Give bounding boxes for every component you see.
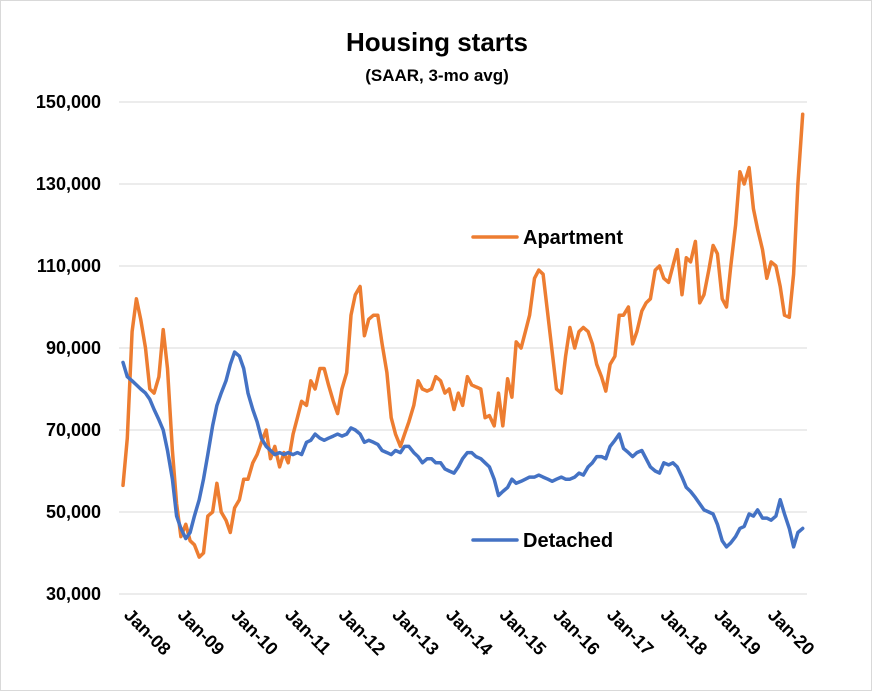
y-tick-label: 90,000 [46, 338, 101, 358]
legend: Apartment Detached [471, 227, 623, 552]
x-tick-label: Jan-14 [442, 605, 496, 659]
legend-label-detached: Detached [523, 530, 613, 552]
y-tick-label: 30,000 [46, 584, 101, 604]
x-tick-label: Jan-19 [710, 605, 764, 659]
x-tick-label: Jan-09 [174, 605, 228, 659]
series-lines [121, 112, 805, 559]
x-tick-label: Jan-16 [549, 605, 603, 659]
gridlines [119, 101, 807, 595]
legend-label-apartment: Apartment [523, 227, 623, 249]
y-tick-label: 150,000 [36, 92, 101, 112]
chart-subtitle: (SAAR, 3-mo avg) [365, 66, 509, 85]
x-tick-label: Jan-17 [603, 605, 657, 659]
y-axis-ticks: 30,000 50,000 70,000 90,000 110,000 130,000 15… [36, 92, 101, 604]
series-line-apartment [121, 112, 805, 559]
y-tick-label: 110,000 [37, 256, 101, 276]
x-tick-label: Jan-12 [335, 605, 389, 659]
y-tick-label: 50,000 [46, 502, 101, 522]
series-line-detached [121, 350, 805, 549]
x-tick-label: Jan-10 [227, 605, 281, 659]
x-axis-ticks: Jan-08 Jan-09 Jan-10 Jan-11 Jan-12 Jan-13 Jan-… [120, 605, 818, 659]
y-tick-label: 130,000 [36, 174, 101, 194]
x-tick-label: Jan-20 [764, 605, 818, 659]
x-tick-label: Jan-11 [281, 605, 335, 659]
x-tick-label: Jan-08 [120, 605, 174, 659]
x-tick-label: Jan-13 [388, 605, 442, 659]
x-tick-label: Jan-15 [496, 605, 550, 659]
y-tick-label: 70,000 [46, 420, 101, 440]
x-tick-label: Jan-18 [657, 605, 711, 659]
chart-title: Housing starts [346, 27, 528, 57]
